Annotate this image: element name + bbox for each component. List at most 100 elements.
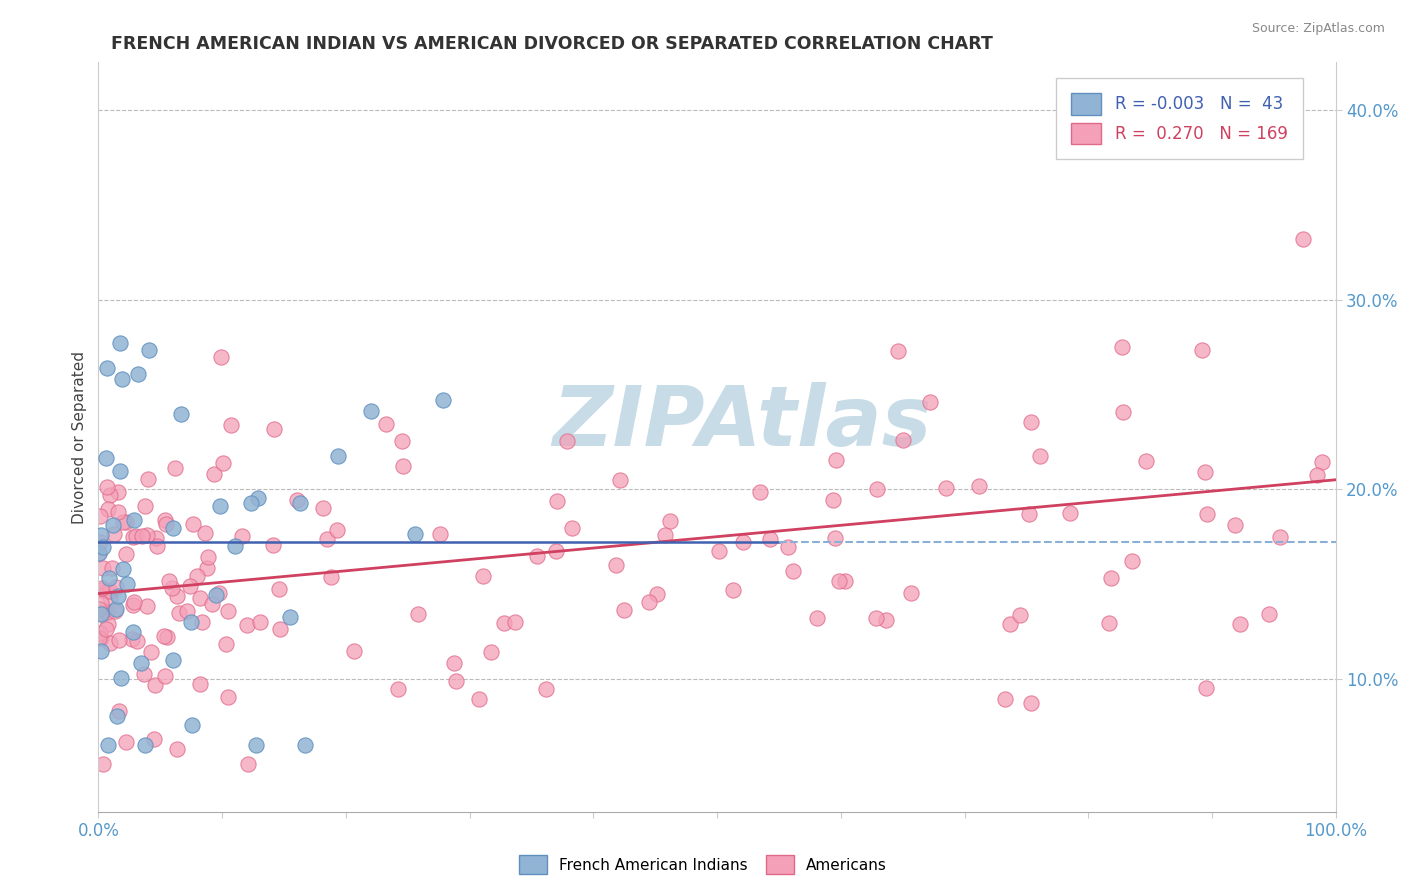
- Point: [1099, 571, 1122, 585]
- Point: [294, 739, 316, 753]
- Point: [326, 449, 349, 463]
- Point: [90, 607, 112, 621]
- Point: [935, 481, 957, 495]
- Point: [391, 434, 413, 448]
- Point: [285, 492, 308, 507]
- Point: [526, 549, 548, 563]
- Point: [141, 645, 163, 659]
- Point: [97, 571, 120, 585]
- Point: [127, 368, 149, 382]
- Point: [101, 561, 124, 575]
- Point: [96, 583, 118, 598]
- Point: [90, 596, 112, 610]
- Point: [110, 671, 132, 685]
- Point: [262, 538, 284, 552]
- Point: [156, 631, 179, 645]
- Point: [824, 532, 846, 546]
- Point: [97, 502, 120, 516]
- Point: [89, 509, 111, 524]
- Point: [194, 526, 217, 541]
- Point: [87, 546, 110, 560]
- Point: [269, 622, 291, 636]
- Point: [87, 631, 110, 645]
- Point: [408, 607, 430, 622]
- Point: [190, 591, 212, 606]
- Point: [91, 581, 114, 595]
- Point: [236, 617, 259, 632]
- Point: [107, 505, 129, 519]
- Point: [432, 393, 454, 408]
- Point: [1111, 340, 1133, 354]
- Point: [215, 637, 238, 651]
- Point: [201, 597, 224, 611]
- Text: ZIPAtlas: ZIPAtlas: [553, 382, 932, 463]
- Point: [1292, 231, 1315, 245]
- Point: [114, 515, 136, 529]
- Point: [90, 606, 112, 620]
- Point: [217, 604, 239, 618]
- Point: [103, 526, 125, 541]
- Point: [245, 739, 267, 753]
- Text: Source: ZipAtlas.com: Source: ZipAtlas.com: [1251, 22, 1385, 36]
- Point: [1098, 616, 1121, 631]
- Point: [162, 520, 184, 534]
- Point: [900, 585, 922, 599]
- Point: [613, 603, 636, 617]
- Point: [190, 677, 212, 691]
- Point: [546, 494, 568, 508]
- Point: [208, 586, 231, 600]
- Point: [121, 624, 143, 639]
- Point: [821, 493, 844, 508]
- Point: [1229, 617, 1251, 632]
- Point: [782, 564, 804, 578]
- Point: [887, 343, 910, 358]
- Point: [209, 350, 232, 364]
- Point: [104, 605, 127, 619]
- Point: [468, 691, 491, 706]
- Point: [103, 518, 125, 533]
- Point: [98, 590, 121, 604]
- Point: [263, 422, 285, 436]
- Point: [180, 718, 202, 732]
- Point: [98, 488, 121, 502]
- Point: [170, 408, 193, 422]
- Point: [343, 644, 366, 658]
- Point: [134, 667, 156, 681]
- Point: [605, 558, 627, 572]
- Point: [231, 529, 253, 543]
- Point: [136, 527, 159, 541]
- Point: [197, 550, 219, 565]
- Point: [325, 523, 347, 537]
- Point: [659, 514, 682, 528]
- Point: [157, 574, 180, 588]
- Point: [197, 561, 219, 575]
- Point: [1194, 465, 1216, 479]
- Point: [162, 653, 184, 667]
- Point: [108, 464, 131, 478]
- Point: [191, 615, 214, 629]
- Point: [969, 479, 991, 493]
- Point: [97, 616, 120, 631]
- Point: [98, 583, 121, 598]
- Point: [319, 570, 342, 584]
- Point: [186, 569, 208, 583]
- Point: [834, 574, 856, 588]
- Point: [1135, 454, 1157, 468]
- Point: [97, 739, 120, 753]
- Point: [107, 484, 129, 499]
- Point: [1000, 617, 1022, 632]
- Point: [429, 527, 451, 541]
- Point: [1306, 467, 1329, 482]
- Point: [866, 482, 889, 496]
- Point: [89, 534, 111, 549]
- Point: [375, 417, 398, 431]
- Point: [555, 434, 578, 448]
- Point: [219, 417, 242, 432]
- Point: [111, 562, 134, 576]
- Point: [654, 528, 676, 542]
- Point: [392, 458, 415, 473]
- Point: [494, 616, 516, 631]
- Point: [98, 636, 121, 650]
- Point: [125, 528, 148, 542]
- Point: [205, 588, 228, 602]
